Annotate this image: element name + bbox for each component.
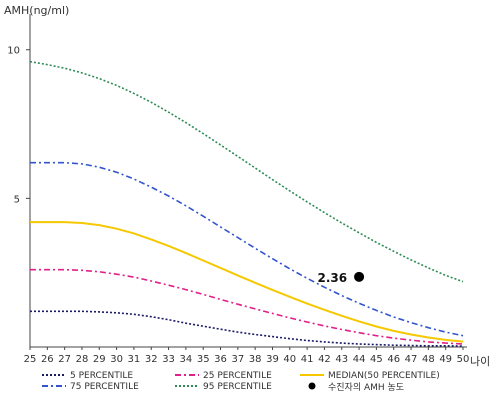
x-tick-label: 33: [162, 354, 175, 365]
y-tick-label: 10: [7, 46, 20, 57]
x-tick-label: 42: [318, 354, 331, 365]
x-tick-label: 28: [76, 354, 89, 365]
plot-area: 5 10 25 26 27 28 29 30 31 32 33 34 35 36 37 38 39 40 41 42 4…: [7, 14, 469, 365]
y-axis-title: AMH(ng/ml): [4, 4, 69, 17]
x-tick-label: 29: [93, 354, 106, 365]
x-tick-label: 30: [110, 354, 123, 365]
x-tick-label: 45: [370, 354, 383, 365]
series-line-2: [30, 268, 464, 345]
legend: 5 PERCENTILE 25 PERCENTILE MEDIAN(50 PERCE…: [42, 371, 440, 393]
x-tick-label: 43: [335, 354, 348, 365]
series-line-5: [29, 60, 464, 283]
x-tick-label: 27: [58, 354, 71, 365]
x-tick-label: 40: [283, 354, 296, 365]
legend-patient-marker: [308, 382, 316, 390]
patient-amh-value-label: 2.36: [317, 271, 347, 285]
x-tick-label: 26: [41, 354, 54, 365]
legend-label-5: 95 PERCENTILE: [203, 382, 272, 392]
x-tick-label: 37: [231, 354, 244, 365]
x-tick-label: 34: [180, 354, 193, 365]
series-line-3: [30, 221, 464, 343]
series-line-4: [30, 161, 464, 337]
x-axis-title: 나이: [470, 355, 490, 368]
x-tick-label: 39: [266, 354, 279, 365]
patient-amh-point: [354, 271, 365, 282]
x-tick-label: 31: [128, 354, 141, 365]
y-tick-label: 5: [14, 194, 20, 205]
series-line-1: [30, 310, 464, 347]
x-tick-label: 25: [24, 354, 37, 365]
legend-label-1: 5 PERCENTILE: [70, 371, 133, 381]
x-tick-label: 49: [439, 354, 452, 365]
x-tick-label: 32: [145, 354, 158, 365]
x-tick-label: 50: [457, 354, 470, 365]
x-tick-label: 35: [197, 354, 210, 365]
legend-label-2: 25 PERCENTILE: [203, 371, 272, 381]
legend-patient-label: 수진자의 AMH 농도: [328, 382, 404, 393]
x-tick-label: 47: [405, 354, 418, 365]
x-tick-label: 48: [422, 354, 435, 365]
legend-label-4: 75 PERCENTILE: [70, 382, 139, 392]
x-tick-label: 46: [387, 354, 400, 365]
x-tick-label: 38: [249, 354, 262, 365]
x-tick-label: 41: [301, 354, 314, 365]
x-tick-label: 44: [353, 354, 366, 365]
legend-label-3: MEDIAN(50 PERCENTILE): [328, 371, 440, 381]
x-tick-label: 36: [214, 354, 227, 365]
